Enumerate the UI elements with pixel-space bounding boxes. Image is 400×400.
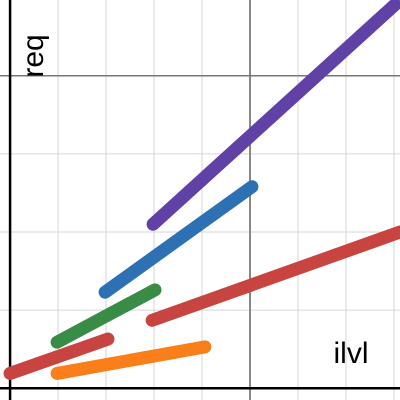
line-segment (145, 225, 400, 327)
line-segment (3, 332, 115, 380)
plot-lines (3, 0, 400, 380)
line-segment (50, 283, 162, 349)
line-segment (50, 340, 212, 380)
line-segment (98, 180, 259, 299)
line-segment (146, 0, 400, 231)
y-axis-label: req (17, 34, 50, 77)
x-axis-label: ilvl (334, 337, 369, 370)
